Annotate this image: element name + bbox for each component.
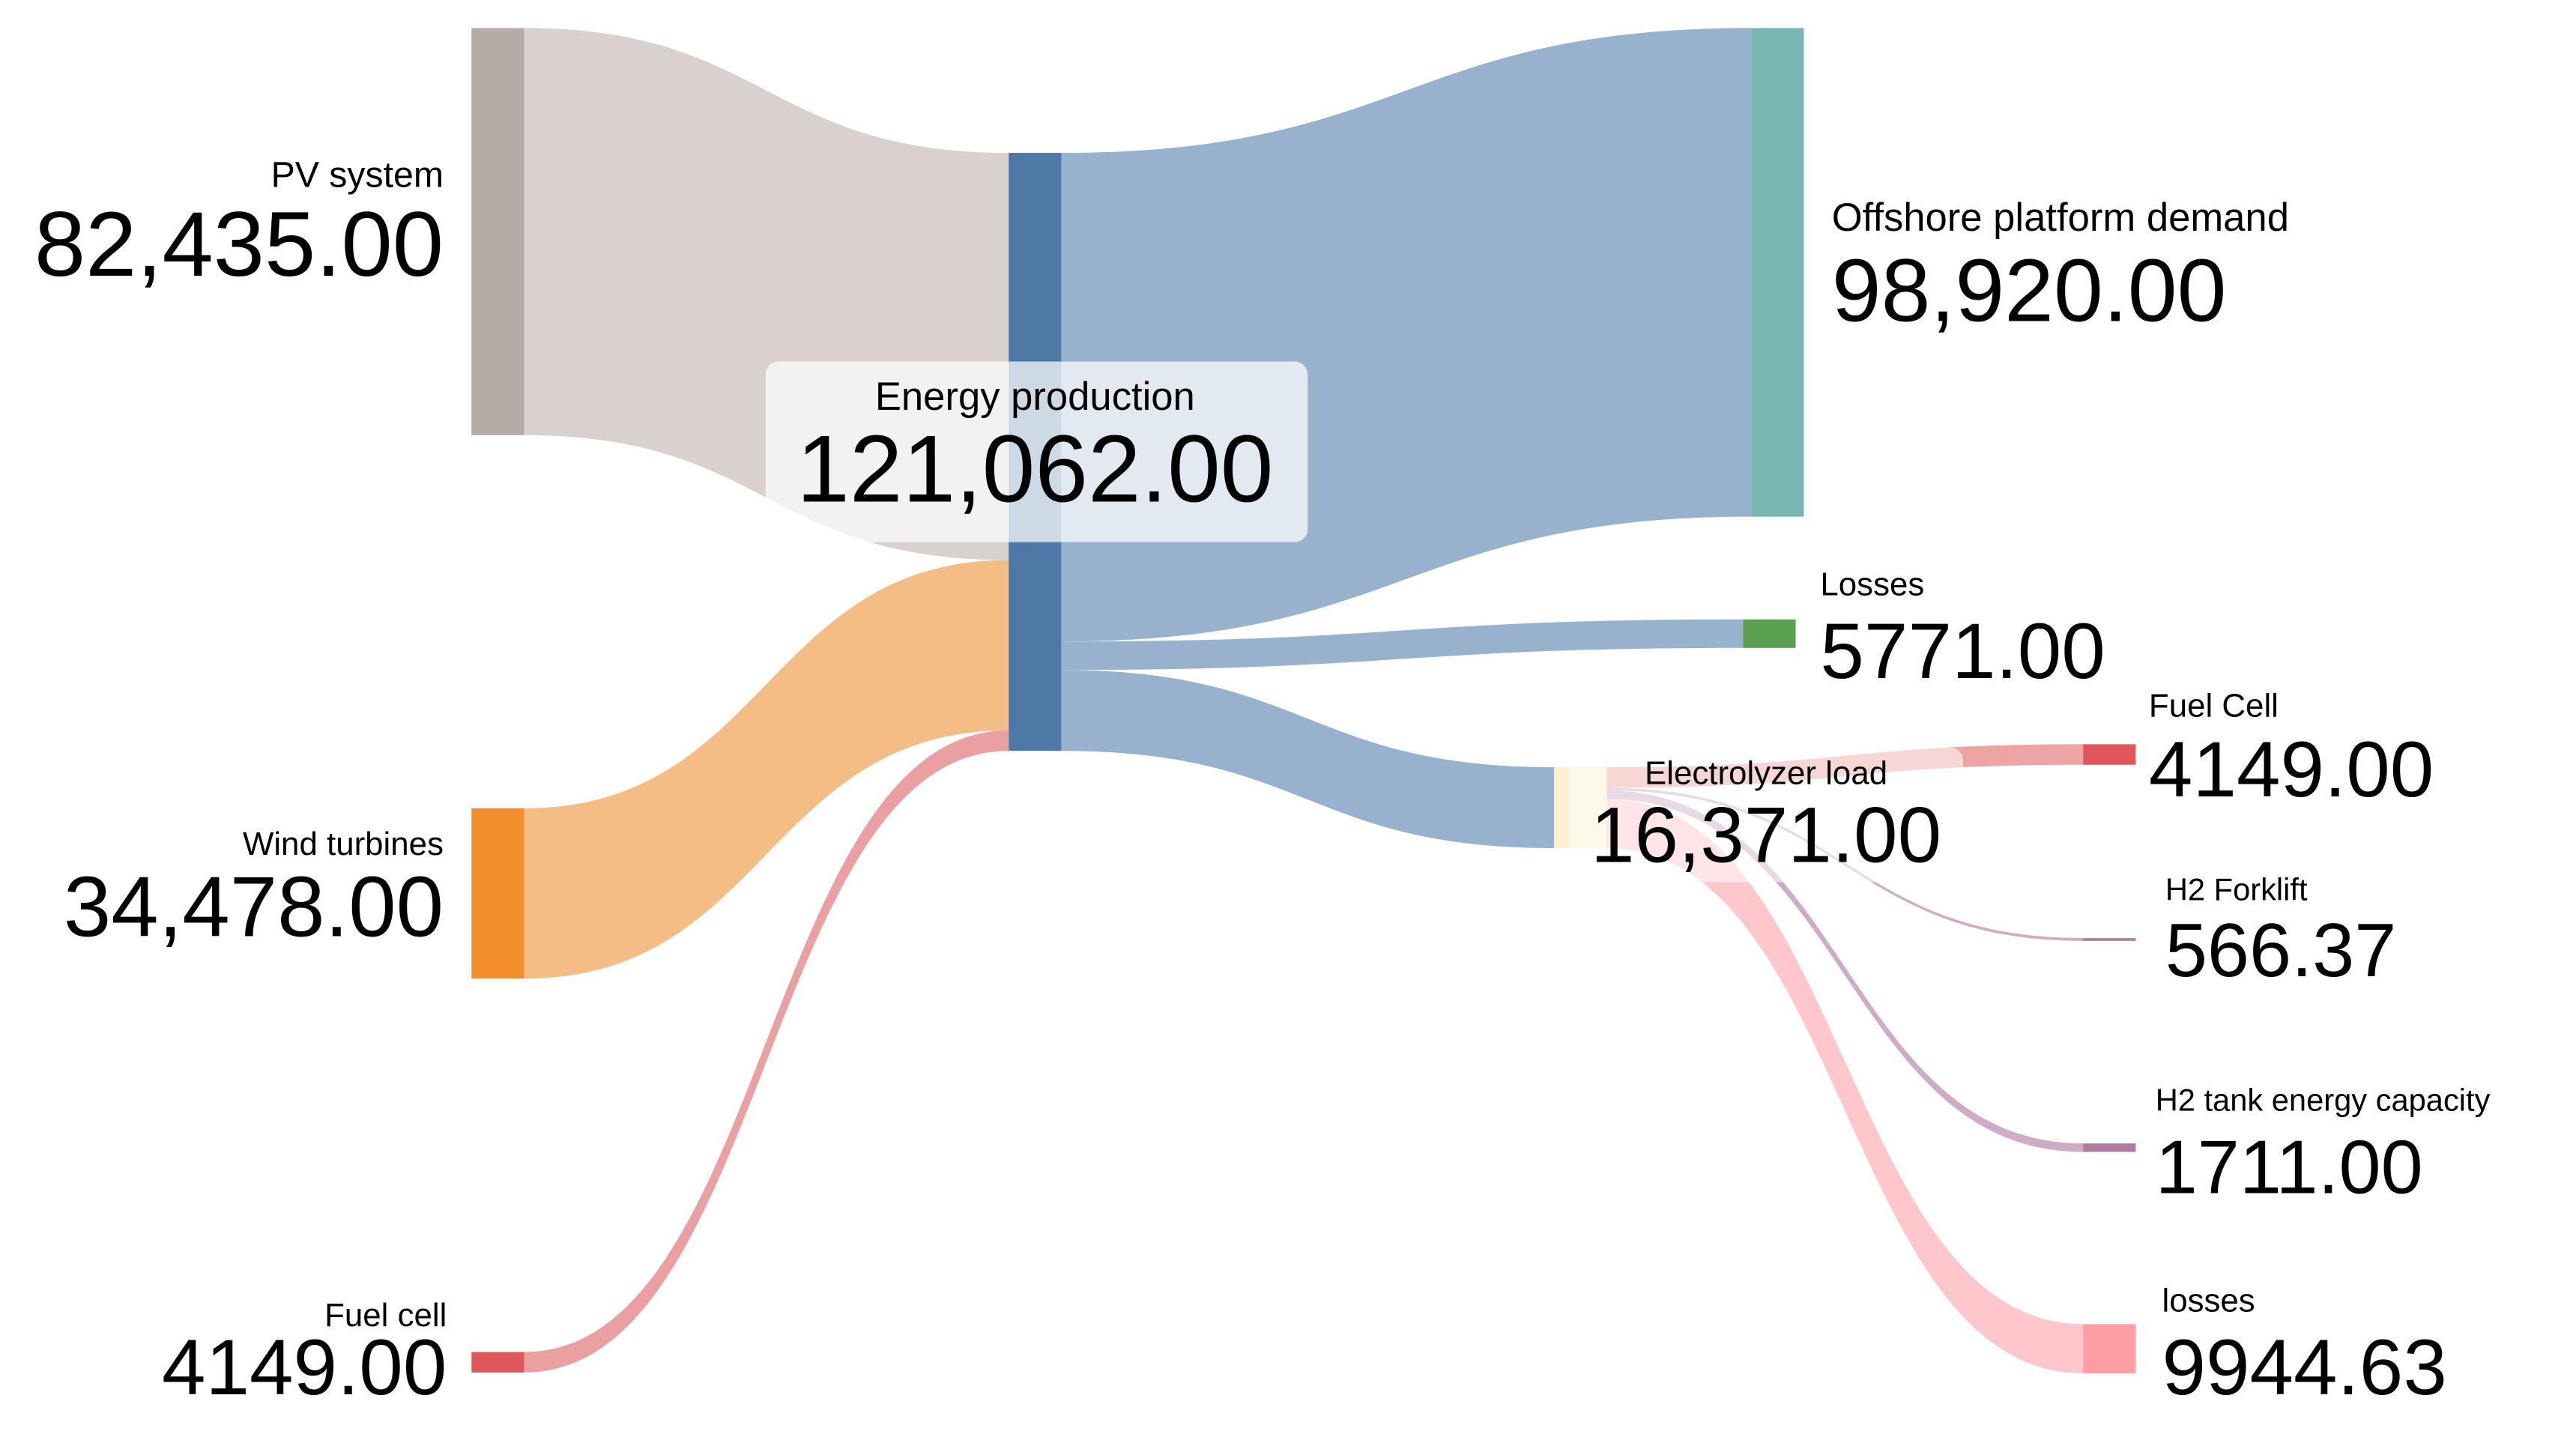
label-box xyxy=(1568,747,1964,883)
label-box xyxy=(765,361,1308,542)
node xyxy=(2083,1143,2136,1152)
node-value: 98,920.00 xyxy=(1832,241,2227,340)
link xyxy=(524,730,1009,1373)
node-name: Fuel cell xyxy=(324,1297,447,1334)
node-name: PV system xyxy=(271,155,444,196)
node-name: Fuel Cell xyxy=(2149,688,2279,724)
node-name: losses xyxy=(2162,1282,2255,1319)
node-value: 5771.00 xyxy=(1820,608,2105,695)
node-name: H2 Forklift xyxy=(2165,872,2308,907)
node-value: 121,062.00 xyxy=(796,416,1273,522)
link xyxy=(524,560,1009,979)
node-name: Energy production xyxy=(875,375,1195,419)
node xyxy=(2083,938,2136,941)
node xyxy=(471,1352,524,1373)
node-value: 16,371.00 xyxy=(1591,792,1941,880)
node-value: 4149.00 xyxy=(2149,726,2434,814)
node-value: 1711.00 xyxy=(2156,1125,2423,1209)
link xyxy=(1606,799,2084,1373)
link xyxy=(1061,28,1752,642)
node-value: 9944.63 xyxy=(2162,1324,2446,1412)
node-name: H2 tank energy capacity xyxy=(2156,1082,2491,1117)
node xyxy=(1743,619,1796,648)
node xyxy=(2083,744,2136,765)
node-value: 82,435.00 xyxy=(34,193,444,296)
node-name: Wind turbines xyxy=(243,826,444,862)
node xyxy=(1751,28,1804,517)
node xyxy=(471,808,524,979)
node-value: 34,478.00 xyxy=(64,859,444,954)
node-name: Losses xyxy=(1820,566,1924,602)
node xyxy=(2083,1324,2136,1373)
link xyxy=(1061,670,1555,849)
link xyxy=(1061,619,1744,671)
node-value: 4149.00 xyxy=(162,1324,447,1412)
link xyxy=(1606,790,2084,1152)
node xyxy=(471,28,524,435)
node-name: Electrolyzer load xyxy=(1645,755,1887,792)
node-value: 566.37 xyxy=(2165,909,2396,993)
node-name: Offshore platform demand xyxy=(1832,196,2289,240)
